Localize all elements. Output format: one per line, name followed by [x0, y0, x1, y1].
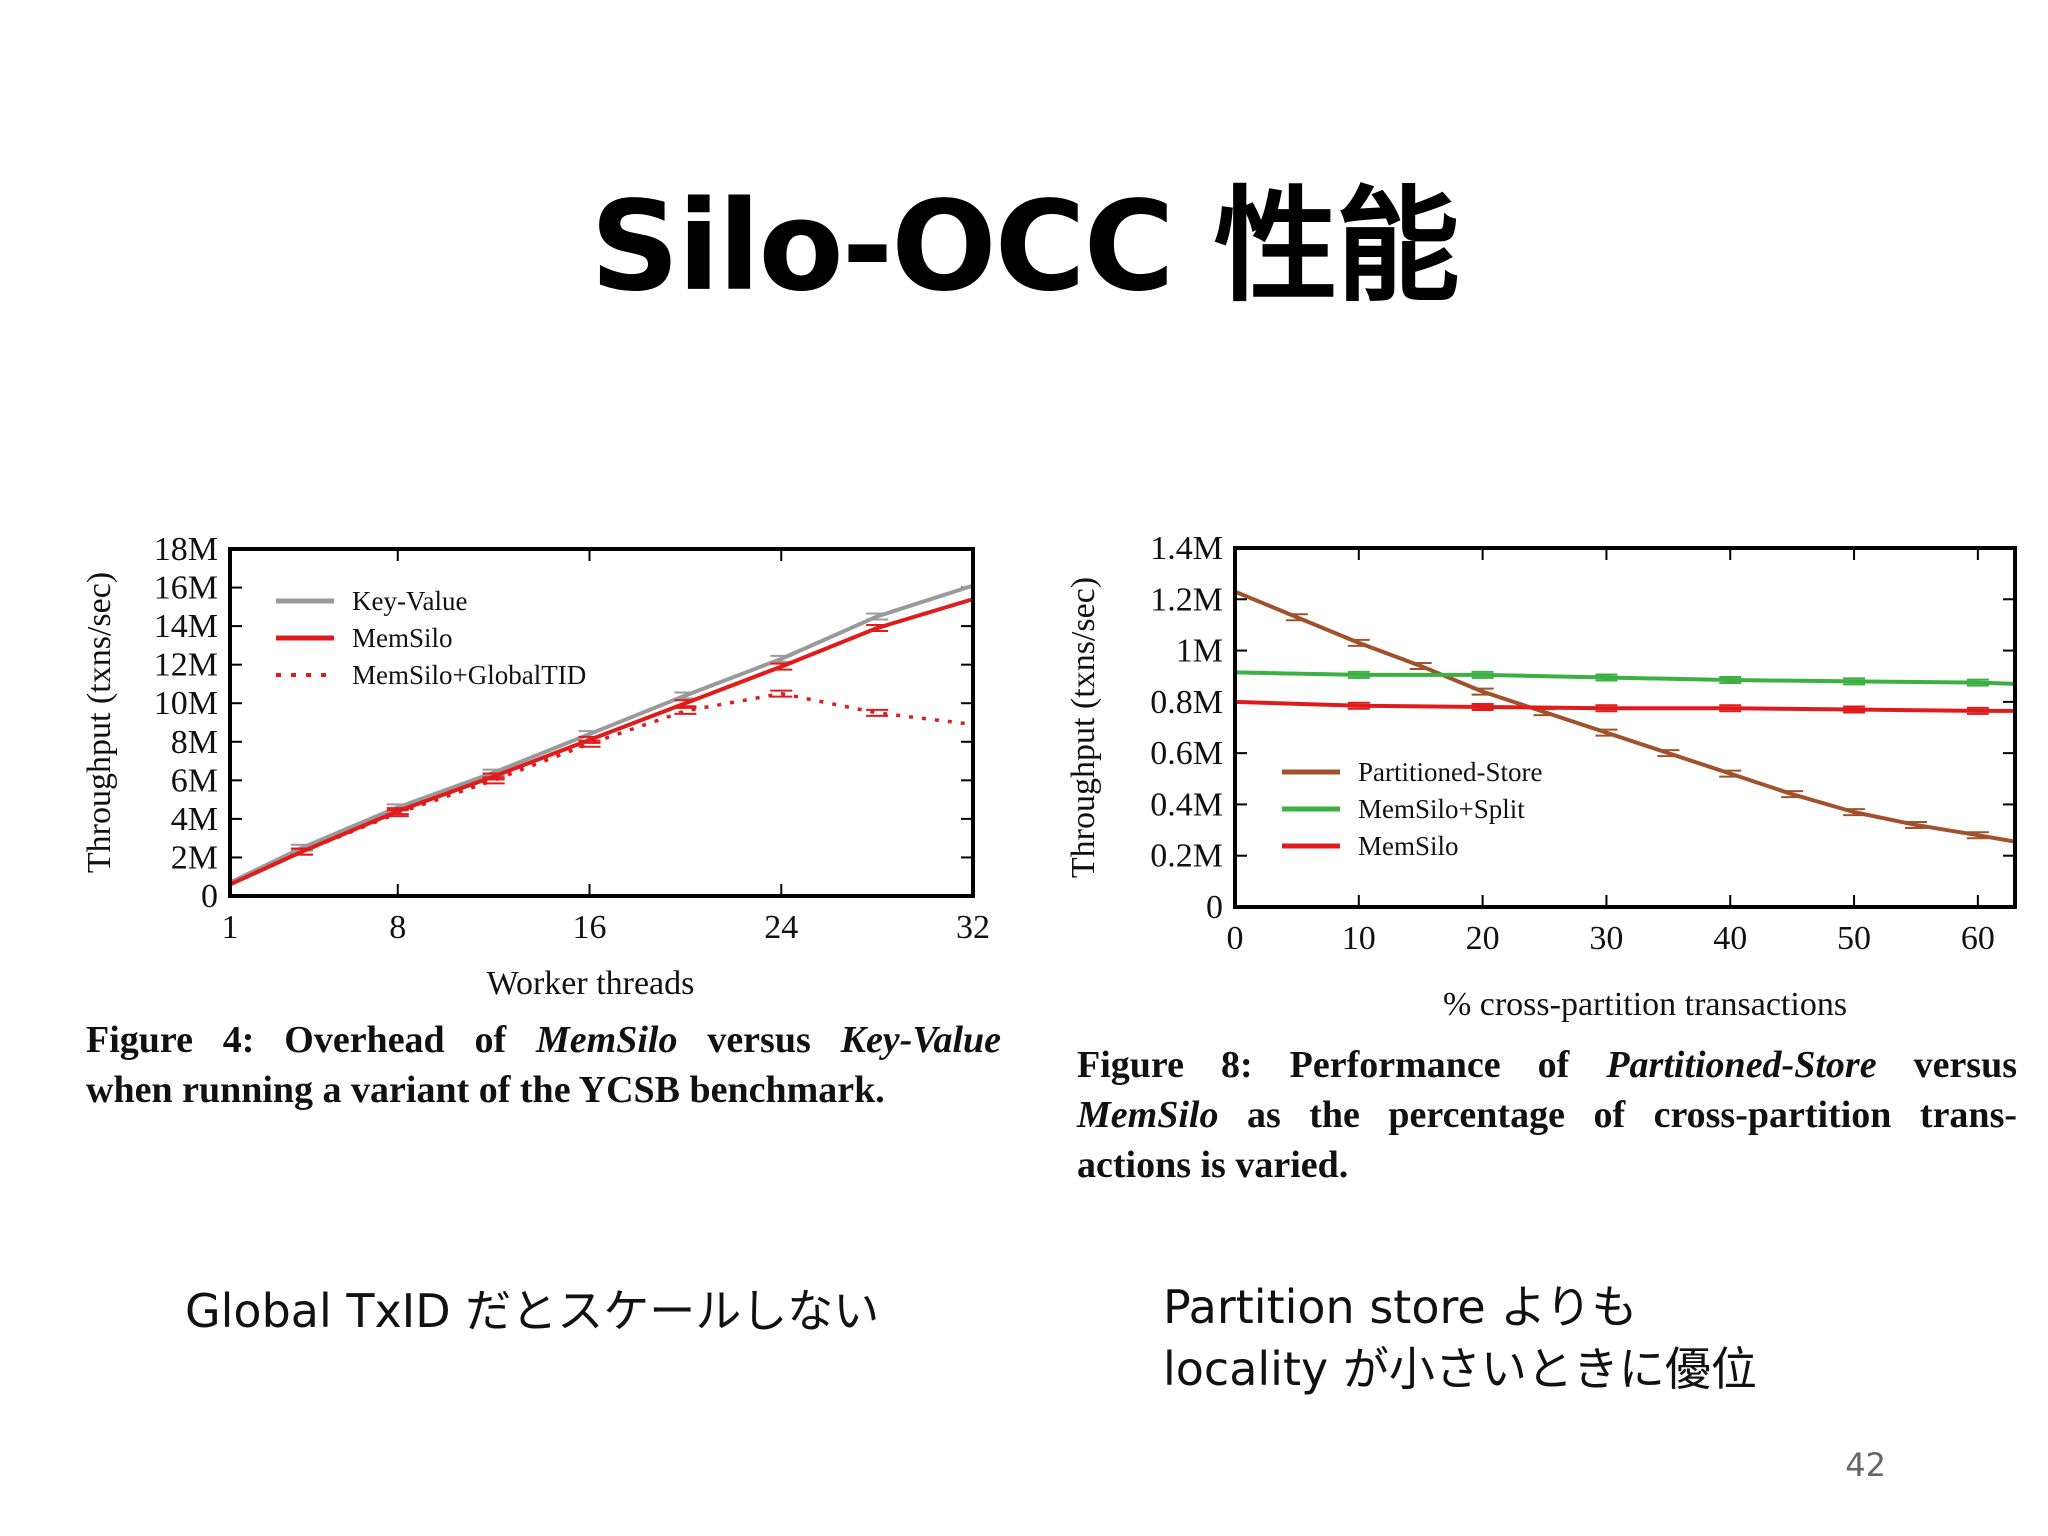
series-line [229, 597, 974, 887]
y-tick-label: 10M [154, 685, 218, 722]
y-tick-label: 2M [171, 839, 218, 876]
legend-label: Partitioned-Store [1358, 757, 1542, 787]
figure4-caption-line2: when running a variant of the YCSB bench… [86, 1069, 885, 1111]
note-right: Partition store よりも locality が小さいときに優位 [1163, 1276, 1757, 1400]
legend-label: MemSilo [1358, 831, 1459, 861]
x-axis-label: % cross-partition transactions [1443, 986, 1847, 1023]
x-tick-label: 0 [1227, 920, 1244, 957]
figure8-caption-line3: actions is varied. [1077, 1144, 1349, 1186]
y-tick-label: 6M [171, 762, 218, 799]
x-tick-label: 50 [1837, 920, 1871, 957]
x-tick-label: 30 [1589, 920, 1623, 957]
figure8-caption-word: of [1537, 1044, 1570, 1086]
x-axis-label: Worker threads [487, 965, 695, 1002]
x-tick-label: 60 [1961, 920, 1995, 957]
slide-title: Silo-OCC 性能 [590, 175, 1460, 319]
series-line [229, 583, 974, 885]
y-axis-label: Throughput (txns/sec) [1065, 577, 1102, 878]
figure4-caption-emphasis: MemSilo [536, 1019, 678, 1061]
figure8-chart: 0 10 20 30 40 50 60 0 0.2M 0.4M 0.6M 0.8M 1M 1.2M 1.4M… [1065, 530, 2017, 1023]
legend-label: MemSilo+Split [1358, 794, 1525, 824]
series-line [229, 691, 974, 887]
y-tick-label: 4M [171, 801, 218, 838]
figure4-caption: Figure 4: Overhead of MemSilo versus Key… [86, 1015, 1001, 1115]
y-tick-label: 12M [154, 647, 218, 684]
figure8-caption-word: versus [1913, 1044, 2018, 1086]
y-tick-label: 0.6M [1150, 735, 1223, 772]
y-tick-label: 0 [1206, 889, 1223, 926]
figure8-caption-emphasis: MemSilo [1077, 1094, 1219, 1136]
x-tick-label: 1 [222, 909, 239, 946]
figure8-caption: Figure 8: Performance of Partitioned-Sto… [1077, 1040, 2017, 1190]
y-tick-label: 0 [201, 878, 218, 915]
legend-label: MemSilo+GlobalTID [352, 660, 586, 690]
x-tick-label: 24 [764, 909, 798, 946]
figure8-caption-emphasis: Partitioned-Store [1606, 1044, 1877, 1086]
figure4-caption-emphasis: Key-Value [840, 1019, 1002, 1061]
y-tick-label: 8M [171, 724, 218, 761]
figure8-caption-text: as the percentage of cross-partition tra… [1246, 1094, 2018, 1136]
series-line [1234, 670, 2016, 686]
legend-label: MemSilo [352, 623, 453, 653]
y-tick-label: 0.2M [1150, 838, 1223, 875]
y-tick-label: 14M [154, 608, 218, 645]
figure4-caption-label: Figure 4: [86, 1019, 255, 1061]
page-number: 42 [1845, 1446, 1886, 1484]
x-tick-label: 32 [956, 909, 990, 946]
figure4-caption-word: of [474, 1019, 507, 1061]
y-tick-label: 0.4M [1150, 786, 1223, 823]
x-tick-label: 16 [573, 909, 607, 946]
x-tick-label: 8 [389, 909, 406, 946]
note-left: Global TxID だとスケールしない [185, 1284, 880, 1338]
figure8-caption-word: Performance [1289, 1044, 1501, 1086]
y-tick-label: 18M [154, 531, 218, 568]
y-axis-label: Throughput (txns/sec) [81, 572, 118, 873]
y-tick-label: 1.2M [1150, 581, 1223, 618]
note-right-line1: Partition store よりも [1163, 1280, 1638, 1334]
y-tick-label: 1.4M [1150, 530, 1223, 567]
figure8-caption-label: Figure 8: [1077, 1044, 1253, 1086]
plot-frame [1233, 546, 2017, 909]
series-line [1234, 589, 2016, 844]
x-tick-label: 10 [1342, 920, 1376, 957]
figure4-caption-word: versus [707, 1019, 811, 1061]
y-tick-label: 16M [154, 570, 218, 607]
y-tick-label: 0.8M [1150, 684, 1223, 721]
x-tick-label: 40 [1713, 920, 1747, 957]
note-right-line2: locality が小さいときに優位 [1163, 1342, 1757, 1396]
y-tick-label: 1M [1176, 633, 1223, 670]
x-tick-label: 20 [1466, 920, 1500, 957]
series-line [1234, 699, 2015, 713]
plot-frame [228, 547, 975, 898]
legend-label: Key-Value [352, 586, 467, 616]
figure4-caption-word: Overhead [284, 1019, 445, 1061]
